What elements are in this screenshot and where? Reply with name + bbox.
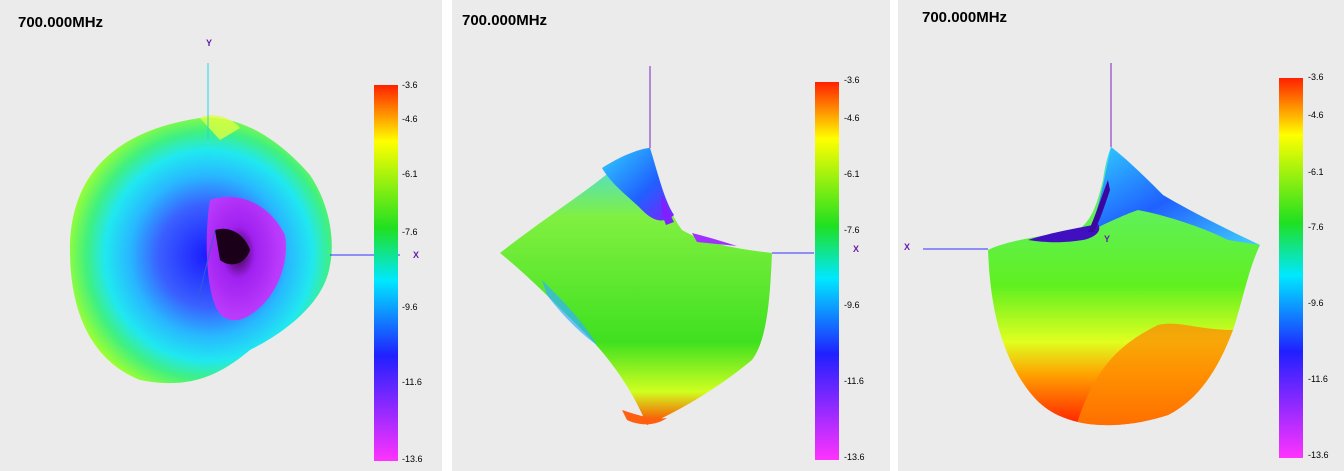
y-axis-label: Y xyxy=(1104,234,1110,244)
scale-tick: -11.6 xyxy=(1308,374,1328,384)
scale-tick: -3.6 xyxy=(402,80,418,90)
pattern-plot-3: X Y -3.6 -4.6 -6.1 -7.6 -9.6 -11.6 -13.6 xyxy=(904,63,1329,460)
scale-tick: -3.6 xyxy=(1308,72,1324,82)
radiation-pattern-surface xyxy=(70,115,332,384)
scale-tick: -4.6 xyxy=(844,113,860,123)
color-scale-bar xyxy=(1279,78,1303,458)
pattern-panel-2: 700.000MHz xyxy=(452,0,890,471)
color-scale-bar xyxy=(815,82,839,460)
scale-tick: -7.6 xyxy=(1308,222,1324,232)
scale-tick: -13.6 xyxy=(1308,450,1329,460)
x-axis-label: X xyxy=(413,250,419,260)
scale-tick: -6.1 xyxy=(402,169,418,179)
scale-tick: -11.6 xyxy=(844,376,864,386)
scale-tick: -6.1 xyxy=(844,169,860,179)
x-axis-label: X xyxy=(904,242,910,252)
frequency-label: 700.000MHz xyxy=(18,14,104,31)
scale-tick: -7.6 xyxy=(844,225,860,235)
scale-tick: -7.6 xyxy=(402,227,418,237)
color-scale-ticks: -3.6 -4.6 -6.1 -7.6 -9.6 -11.6 -13.6 xyxy=(1308,72,1329,460)
scale-tick: -9.6 xyxy=(844,300,860,310)
scale-tick: -13.6 xyxy=(402,454,423,464)
scale-tick: -6.1 xyxy=(1308,167,1324,177)
pattern-plot-1: Y X -3.6 -4.6 -6.1 -7.6 -9.6 -11.6 -13.6 xyxy=(70,38,423,464)
scale-tick: -11.6 xyxy=(402,377,422,387)
scale-tick: -9.6 xyxy=(402,302,418,312)
x-axis-label: X xyxy=(853,244,859,254)
color-scale-ticks: -3.6 -4.6 -6.1 -7.6 -9.6 -11.6 -13.6 xyxy=(402,80,423,464)
pattern-plot-2: X -3.6 -4.6 -6.1 -7.6 -9.6 -11.6 -13.6 xyxy=(500,66,865,462)
color-scale-ticks: -3.6 -4.6 -6.1 -7.6 -9.6 -11.6 -13.6 xyxy=(844,75,865,462)
frequency-label: 700.000MHz xyxy=(462,12,548,29)
scale-tick: -13.6 xyxy=(844,452,865,462)
y-axis-label: Y xyxy=(206,38,212,48)
scale-tick: -4.6 xyxy=(1308,110,1324,120)
pattern-panel-3: 700.000MHz xyxy=(898,0,1344,471)
color-scale-bar xyxy=(374,85,398,461)
pattern-panel-1: 700.000MHz xyxy=(0,0,442,471)
frequency-label: 700.000MHz xyxy=(922,9,1008,26)
radiation-pattern-surface xyxy=(500,148,772,425)
axis-lines xyxy=(649,66,814,254)
radiation-pattern-surface xyxy=(988,147,1260,426)
axis-lines xyxy=(923,63,1112,250)
scale-tick: -3.6 xyxy=(844,75,860,85)
scale-tick: -9.6 xyxy=(1308,298,1324,308)
scale-tick: -4.6 xyxy=(402,114,418,124)
